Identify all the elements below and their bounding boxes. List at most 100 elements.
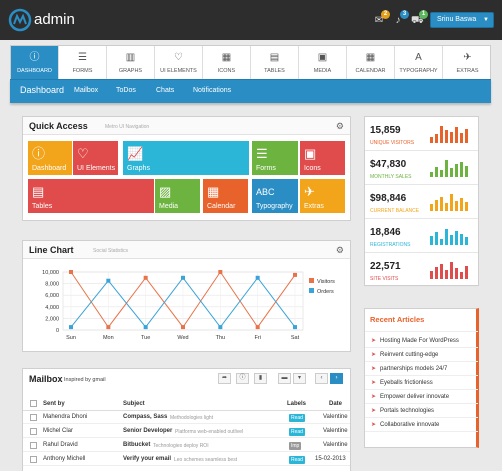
tile-label: Dashboard [32, 165, 67, 172]
tab-tables[interactable]: ▤ Tables [251, 46, 299, 80]
x-tick-label: Sat [291, 335, 300, 341]
article-item[interactable]: ➤ Reinvent cutting-edge [365, 348, 478, 362]
tile-label: Graphs [127, 165, 150, 172]
article-item[interactable]: ➤ Hosting Made For WordPress [365, 334, 478, 348]
tab-dashboard[interactable]: ⓘ Dashboard [11, 46, 59, 80]
tile-icons[interactable]: ▣ Icons [300, 141, 345, 175]
tab-typography[interactable]: A Typography [395, 46, 443, 80]
tile-ui-elements[interactable]: ♡ UI Elements [73, 141, 118, 175]
mail-subject: Bitbucket [123, 442, 151, 448]
user-name: Srinu Baswa [437, 16, 477, 23]
mail-label-badge: Imp [289, 442, 302, 450]
tab-ui-elements[interactable]: ♡ UI Elements [155, 46, 203, 80]
folder-icon[interactable]: ▬ [278, 373, 291, 384]
row-checkbox[interactable] [30, 456, 37, 463]
tab-icons[interactable]: ▦ Icons [203, 46, 251, 80]
tile-extras[interactable]: ✈ Extras [300, 179, 345, 213]
stat-value: 22,571 [370, 261, 401, 272]
article-item[interactable]: ➤ Collaborative innovate [365, 418, 478, 432]
stat-sparkline [430, 125, 472, 143]
subnav-notifications[interactable]: Notifications [193, 87, 232, 94]
data-point [143, 275, 148, 280]
trash-icon[interactable]: ▮ [254, 373, 267, 384]
cart-icon[interactable]: ⛟ 1 [411, 10, 428, 27]
next-icon[interactable]: › [330, 373, 343, 384]
mail-row[interactable]: Anthony Michell Verify your email Read 15-0… [23, 453, 350, 466]
tile-dashboard[interactable]: ⓘ Dashboard [28, 141, 72, 175]
recent-articles-panel: Recent Articles ➤ Hosting Made For WordPr… [364, 308, 479, 448]
tab-forms[interactable]: ☰ Forms [59, 46, 107, 80]
article-item[interactable]: ➤ Portals technologies [365, 404, 478, 418]
mail-label-badge: Read [289, 456, 305, 464]
main-tabs: ⓘ Dashboard ☰ Forms ▥ Graphs ♡ UI Elements ▦… [10, 45, 492, 80]
subnav-current[interactable]: Dashboard [20, 85, 65, 95]
subnav-todos[interactable]: ToDos [116, 87, 136, 94]
bell-icon[interactable]: ♪ 3 [392, 10, 409, 27]
share-icon[interactable]: ➦ [218, 373, 231, 384]
data-point [218, 270, 223, 274]
panel-header: Line Chart Social Statistics ⚙ [23, 241, 350, 259]
user-menu-button[interactable]: Srinu Baswa ▼ [430, 12, 494, 28]
spark-bar [455, 164, 458, 177]
stat-sparkline [430, 227, 472, 245]
tab-graphs[interactable]: ▥ Graphs [107, 46, 155, 80]
tile-graphs[interactable]: 📈 Graphs [123, 141, 249, 175]
gear-icon[interactable]: ⚙ [335, 121, 344, 131]
subnav-mailbox[interactable]: Mailbox [74, 87, 99, 94]
quick-access-panel: Quick Access Metro UI Navigation ⚙ ⓘ Das… [22, 116, 351, 221]
mail-row[interactable]: Mahendra Dhoni Compass, Sass Read Valentine… [23, 411, 350, 424]
gear-icon[interactable]: ⚙ [335, 245, 344, 255]
select-all-checkbox[interactable] [30, 400, 37, 407]
x-tick-label: Sun [66, 335, 76, 341]
tile-media[interactable]: ▨ Media [155, 179, 200, 213]
stat-value: $98,846 [370, 193, 407, 204]
stat-label: Monthly Sales [370, 174, 412, 180]
article-item[interactable]: ➤ Empower deliver innovate [365, 390, 478, 404]
tab-extras[interactable]: ✈ Extras [443, 46, 492, 80]
tab-label: Graphs [118, 68, 143, 74]
header-labels: Labels [287, 401, 307, 407]
tab-label: Tables [264, 68, 285, 74]
legend-label: Orders [317, 289, 334, 295]
data-point [255, 325, 260, 330]
article-title: Empower deliver innovate [380, 394, 450, 400]
tile-tables[interactable]: ▤ Tables [28, 179, 154, 213]
x-tick-label: Tue [141, 335, 150, 341]
chevron-right-icon: ➤ [371, 366, 377, 372]
row-checkbox[interactable] [30, 414, 37, 421]
tab-label: Forms [72, 68, 93, 74]
info-icon[interactable]: ⓘ [236, 373, 249, 384]
stat-sparkline [430, 261, 472, 279]
tile-forms[interactable]: ☰ Forms [252, 141, 298, 175]
badge-count: 1 [419, 10, 428, 19]
tab-media[interactable]: ▣ Media [299, 46, 347, 80]
mail-row[interactable]: Rahul Dravid Bitbucket Imp Valentine Technol… [23, 439, 350, 452]
subnav-chats[interactable]: Chats [156, 87, 175, 94]
spark-bar [460, 198, 463, 211]
x-tick-label: Fri [254, 335, 260, 341]
row-checkbox[interactable] [30, 428, 37, 435]
article-title: Portals technologies [380, 408, 435, 414]
spark-bar [460, 234, 463, 245]
article-item[interactable]: ➤ partnerships models 24/7 [365, 362, 478, 376]
tag-icon[interactable]: ▾ [293, 373, 306, 384]
mailbox-header-row: Sent by Subject Labels Date [23, 397, 350, 411]
stat-value: 18,846 [370, 227, 401, 238]
line-chart-panel: Line Chart Social Statistics ⚙ 10,000 8,0… [22, 240, 351, 352]
tile-calendar[interactable]: ▦ Calendar [203, 179, 248, 213]
chart-icon: 📈 [127, 146, 144, 161]
tab-calendar[interactable]: ▦ Calendar [347, 46, 395, 80]
tab-label: UI Elements [160, 68, 197, 74]
chevron-down-icon: ▼ [483, 17, 489, 23]
line-chart: 10,000 8,000 6,000 4,000 2,000 0 Sun Mon Tue Wed T… [42, 270, 335, 341]
envelope-icon[interactable]: ✉ 2 [373, 10, 390, 27]
article-item[interactable]: ➤ Eyeballs frictionless [365, 376, 478, 390]
header-subject: Subject [123, 401, 145, 407]
prev-icon[interactable]: ‹ [315, 373, 328, 384]
calendar-icon: ▦ [207, 184, 220, 199]
row-checkbox[interactable] [30, 442, 37, 449]
spark-bar [450, 132, 453, 143]
tile-typography[interactable]: ABC Typography [252, 179, 298, 213]
table-icon: ▤ [32, 184, 45, 199]
mail-row[interactable]: Michel Clar Senior Developer Read Valentine… [23, 425, 350, 438]
